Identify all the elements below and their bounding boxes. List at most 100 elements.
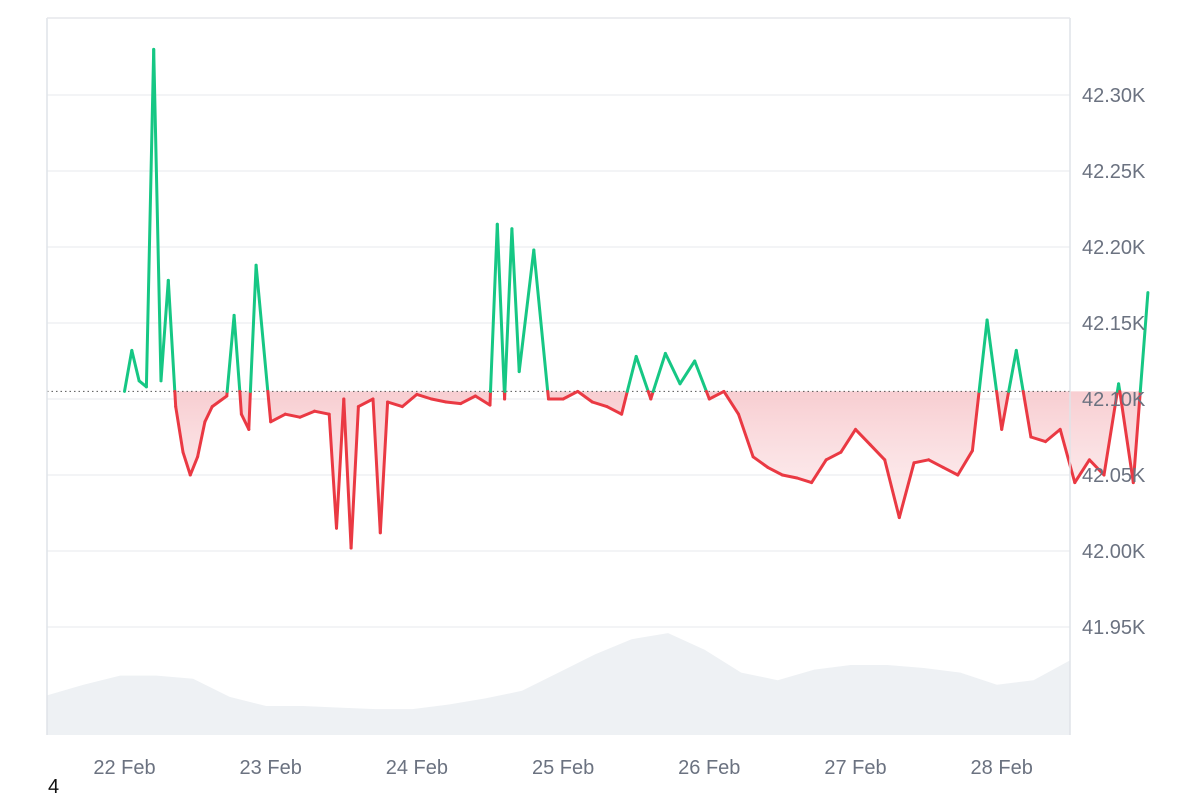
x-tick-label-1: 23 Feb xyxy=(240,757,302,779)
series-segment-79 xyxy=(897,461,916,520)
series-segment-95 xyxy=(1073,458,1091,485)
series-segment-68 xyxy=(737,412,755,459)
series-segment-83 xyxy=(956,449,974,477)
series-segment-72 xyxy=(795,476,814,485)
series-segment-88 xyxy=(1000,389,1011,431)
series-segment-42 xyxy=(489,222,499,393)
series-segment-46 xyxy=(503,227,514,393)
volume-area xyxy=(47,633,1070,735)
series-segment-41 xyxy=(488,389,492,407)
series-segment-29 xyxy=(342,397,353,550)
series-segment-32 xyxy=(371,397,382,535)
x-tick-label-3: 25 Feb xyxy=(532,757,594,779)
y-tick-label-3: 42.10K xyxy=(1082,389,1146,411)
series-segment-38 xyxy=(444,400,463,406)
series-segment-12 xyxy=(203,405,214,424)
series-segment-31 xyxy=(356,397,375,409)
series-segment-97 xyxy=(1102,389,1119,477)
y-tick-label-5: 42.20K xyxy=(1082,237,1146,259)
series-segment-47 xyxy=(510,227,521,374)
series-segment-89 xyxy=(1007,348,1018,393)
series-segment-93 xyxy=(1044,427,1062,444)
series-segment-22 xyxy=(266,389,273,424)
series-segment-1 xyxy=(130,348,141,383)
below-baseline-fill xyxy=(124,391,1148,548)
series-segment-6 xyxy=(166,278,177,393)
series-segment-25 xyxy=(298,409,316,419)
series-segment-100 xyxy=(1118,389,1135,485)
series-segment-36 xyxy=(415,392,433,401)
series-segment-30 xyxy=(349,405,360,550)
series-segment-48 xyxy=(517,248,536,374)
series-segment-16 xyxy=(232,313,242,393)
series-segment-61 xyxy=(651,351,667,393)
series-segment-90 xyxy=(1014,348,1025,393)
series-segment-71 xyxy=(780,473,799,480)
series-segment-62 xyxy=(663,351,682,386)
price-series xyxy=(123,47,1150,550)
series-segment-80 xyxy=(912,458,931,465)
y-tick-label-0: 41.95K xyxy=(1082,617,1146,639)
series-segment-76 xyxy=(854,427,872,447)
series-segment-0 xyxy=(123,348,134,393)
series-segment-8 xyxy=(174,405,185,454)
series-segment-15 xyxy=(225,313,236,393)
series-segment-87 xyxy=(995,389,1004,431)
series-segment-58 xyxy=(634,354,650,393)
series-segment-55 xyxy=(605,405,624,416)
series-segment-70 xyxy=(766,465,784,477)
series-segment-56 xyxy=(620,389,629,416)
series-segment-57 xyxy=(625,354,638,393)
y-tick-label-7: 42.30K xyxy=(1082,85,1146,107)
series-segment-78 xyxy=(883,458,901,520)
series-segment-11 xyxy=(196,420,207,459)
x-tick-label-4: 26 Feb xyxy=(678,757,740,779)
series-segment-92 xyxy=(1029,435,1047,444)
series-segment-40 xyxy=(473,394,492,407)
series-segment-33 xyxy=(378,400,390,535)
series-segment-49 xyxy=(532,248,550,393)
series-segment-20 xyxy=(248,263,258,393)
y-axis: 41.95K 42.00K 42.05K 42.10K 42.15K 42.20K 42.2… xyxy=(1082,85,1146,639)
series-segment-63 xyxy=(678,359,697,386)
series-segment-64 xyxy=(693,359,708,393)
series-segment-96 xyxy=(1087,458,1106,477)
series-segment-34 xyxy=(386,400,404,409)
series-segment-86 xyxy=(985,318,999,393)
series-segment-67 xyxy=(722,389,740,416)
series-segment-28 xyxy=(335,397,346,530)
series-segment-35 xyxy=(400,392,419,409)
series-segment-66 xyxy=(707,389,726,401)
volume-area-path xyxy=(47,633,1070,735)
series-segment-74 xyxy=(824,450,843,462)
x-axis: 22 Feb 23 Feb 24 Feb 25 Feb 26 Feb 27 Feb 28 F… xyxy=(93,757,1032,779)
series-segment-3 xyxy=(144,47,156,389)
series-segment-4 xyxy=(152,47,163,383)
series-segment-7 xyxy=(173,389,178,409)
series-segment-9 xyxy=(181,450,192,477)
series-segment-84 xyxy=(970,389,981,453)
series-segment-5 xyxy=(159,278,170,383)
x-tick-label-6: 28 Feb xyxy=(971,757,1033,779)
series-segment-10 xyxy=(188,455,200,477)
series-segment-91 xyxy=(1021,389,1033,439)
series-segment-81 xyxy=(927,458,945,469)
series-segment-27 xyxy=(327,412,338,530)
y-tick-label-1: 42.00K xyxy=(1082,541,1146,563)
series-segment-53 xyxy=(576,389,594,404)
series-segment-26 xyxy=(313,409,331,416)
red-area-fill xyxy=(124,391,1148,548)
x-tick-label-0: 22 Feb xyxy=(93,757,155,779)
grid-lines xyxy=(47,94,1070,628)
series-segment-23 xyxy=(269,412,287,424)
y-tick-label-6: 42.25K xyxy=(1082,161,1146,183)
x-tick-label-2: 24 Feb xyxy=(386,757,448,779)
series-segment-102 xyxy=(1138,291,1150,393)
series-segment-17 xyxy=(238,389,243,416)
series-segment-37 xyxy=(430,397,448,404)
series-segment-43 xyxy=(495,222,506,393)
series-segment-101 xyxy=(1131,389,1142,485)
series-segment-19 xyxy=(247,389,252,431)
series-segment-24 xyxy=(283,412,302,419)
